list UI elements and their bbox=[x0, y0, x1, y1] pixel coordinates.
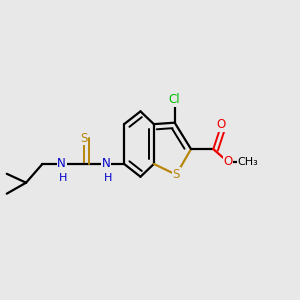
Text: H: H bbox=[59, 173, 68, 183]
Text: S: S bbox=[80, 132, 88, 145]
Text: N: N bbox=[102, 158, 111, 170]
Text: O: O bbox=[223, 155, 232, 168]
Text: H: H bbox=[103, 173, 112, 183]
Text: N: N bbox=[57, 158, 66, 170]
Text: CH₃: CH₃ bbox=[238, 157, 259, 167]
Text: O: O bbox=[217, 118, 226, 131]
Text: Cl: Cl bbox=[169, 93, 181, 106]
Text: S: S bbox=[172, 168, 180, 181]
